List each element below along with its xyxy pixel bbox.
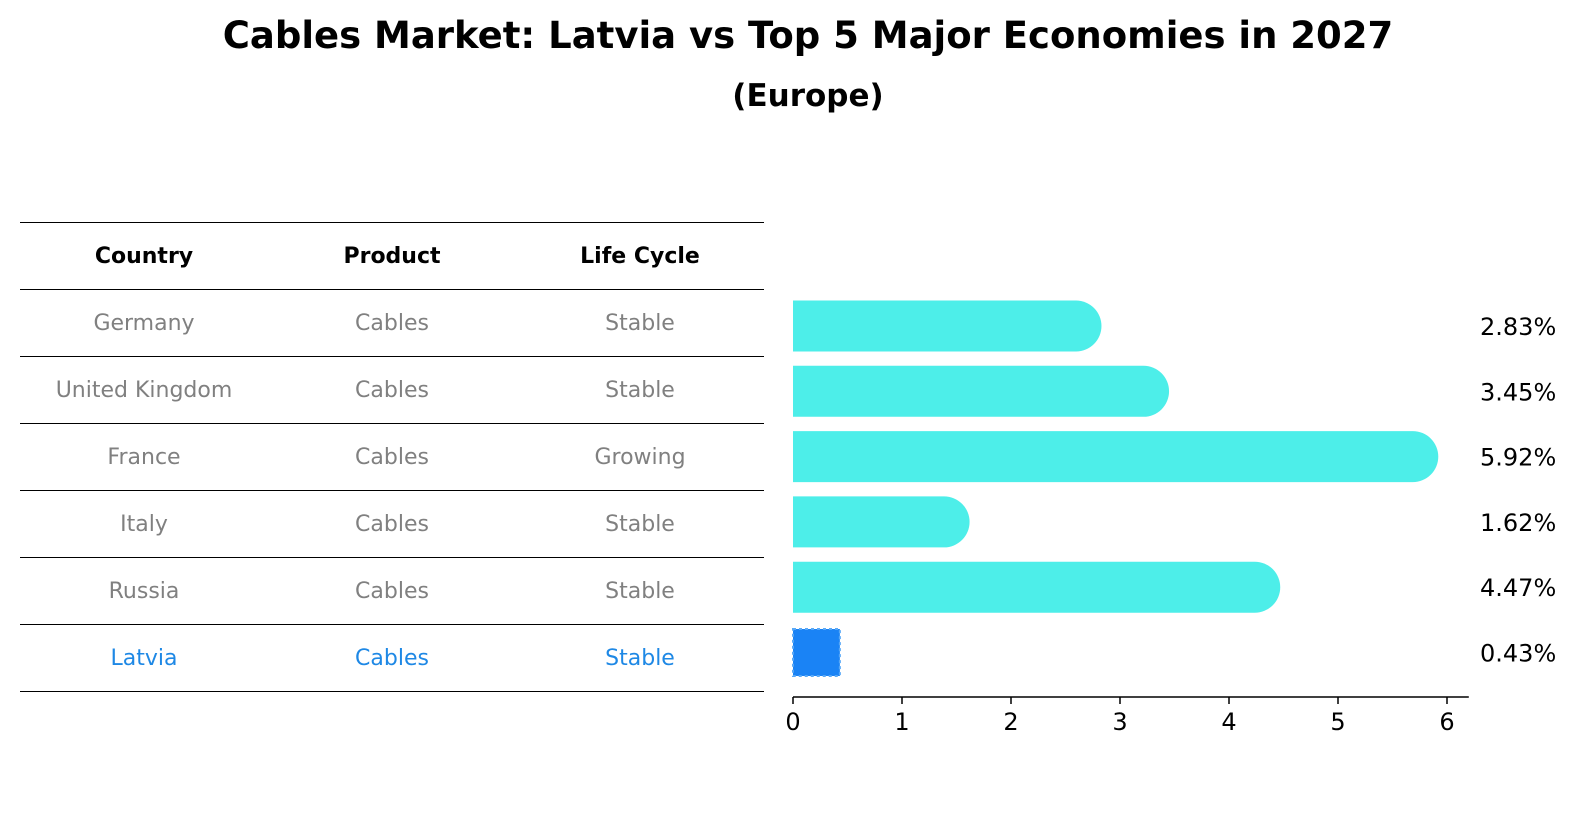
product-cell: Cables: [355, 645, 429, 671]
product-cell: Cables: [355, 377, 429, 403]
bar-germany: [793, 300, 1102, 352]
country-cell: Russia: [108, 578, 180, 604]
bar-russia: [793, 561, 1281, 613]
product-cell: Cables: [355, 444, 429, 470]
life-cycle-cell: Stable: [605, 377, 675, 403]
product-cell: Cables: [355, 310, 429, 336]
header-country: Country: [94, 243, 194, 269]
x-tick-label: 1: [894, 708, 909, 736]
country-cell: Italy: [120, 511, 168, 537]
value-label: 5.92%: [1480, 444, 1556, 472]
value-label: 1.62%: [1480, 509, 1556, 537]
table-row: Italy Cables Stable: [20, 490, 764, 557]
x-tick-label: 2: [1003, 708, 1018, 736]
header-life-cycle: Life Cycle: [580, 243, 700, 269]
life-cycle-cell: Stable: [605, 578, 675, 604]
chart-title: Cables Market: Latvia vs Top 5 Major Eco…: [222, 14, 1394, 57]
table-row: United Kingdom Cables Stable: [20, 356, 764, 423]
header-product: Product: [343, 243, 441, 269]
table-row: Russia Cables Stable: [20, 557, 764, 624]
bar-italy: [793, 496, 970, 548]
product-cell: Cables: [355, 578, 429, 604]
value-label: 2.83%: [1480, 313, 1556, 341]
x-tick-label: 4: [1221, 708, 1236, 736]
table-row: France Cables Growing: [20, 423, 764, 490]
bar-france: [793, 431, 1439, 483]
country-cell: Latvia: [110, 645, 178, 671]
life-cycle-cell: Stable: [605, 310, 675, 336]
country-cell: France: [107, 444, 181, 470]
table-row-highlighted: Latvia Cables Stable: [20, 624, 764, 692]
table-row: Germany Cables Stable: [20, 289, 764, 356]
x-tick-label: 5: [1330, 708, 1345, 736]
value-label: 4.47%: [1480, 574, 1556, 602]
country-cell: Germany: [93, 310, 195, 336]
life-cycle-cell: Growing: [594, 444, 686, 470]
x-tick-label: 0: [785, 708, 800, 736]
value-label: 3.45%: [1480, 378, 1556, 406]
life-cycle-cell: Stable: [605, 645, 675, 671]
x-tick-label: 3: [1112, 708, 1127, 736]
product-cell: Cables: [355, 511, 429, 537]
bar-latvia: [792, 628, 841, 677]
table-header-row: Country Product Life Cycle: [20, 222, 764, 289]
country-table: Country Product Life Cycle Germany Cable…: [20, 222, 764, 692]
chart-subtitle: (Europe): [732, 78, 884, 114]
life-cycle-cell: Stable: [605, 511, 675, 537]
bar-united-kingdom: [793, 365, 1170, 417]
x-tick-label: 6: [1439, 708, 1454, 736]
value-label: 0.43%: [1480, 640, 1556, 668]
country-cell: United Kingdom: [55, 377, 233, 403]
